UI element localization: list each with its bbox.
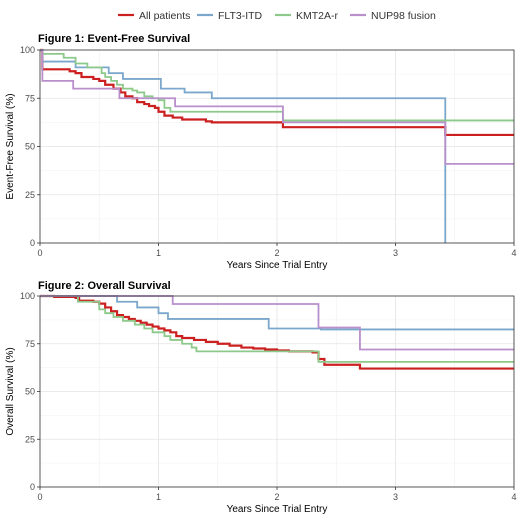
legend-label-flt3-itd: FLT3-ITD — [218, 10, 263, 22]
panel1-x-tick-label: 3 — [393, 248, 398, 258]
legend-label-kmt2a-r: KMT2A-r — [296, 10, 339, 22]
legend-label-nup98-fusion: NUP98 fusion — [371, 10, 436, 22]
panel1-y-tick-label: 50 — [25, 142, 35, 152]
panel1-series-line-nup98-fusion — [40, 49, 514, 165]
panel2-y-axis-label: Overall Survival (%) — [5, 347, 16, 435]
event-free-survival-panel: Figure 1: Event-Free Survival 0 1 2 3 4 0 25 50 7… — [5, 33, 517, 271]
panel2-y-tick-label: 75 — [25, 339, 35, 349]
panel2-y-tick-label: 100 — [20, 291, 35, 301]
panel2-y-tick-label: 0 — [30, 482, 35, 492]
panel2-title: Figure 2: Overall Survival — [38, 280, 171, 292]
legend-label-all-patients: All patients — [139, 10, 190, 22]
panel1-series-line-kmt2a-r — [40, 49, 514, 122]
panel1-x-axis-label: Years Since Trial Entry — [227, 260, 328, 271]
panel1-title: Figure 1: Event-Free Survival — [38, 33, 190, 45]
panel2-x-axis-label: Years Since Trial Entry — [227, 504, 328, 515]
panel2-x-tick-label: 0 — [37, 492, 42, 502]
panel2-series-line-kmt2a-r — [40, 295, 514, 363]
panel2-x-tick-label: 3 — [393, 492, 398, 502]
panel1-x-tick-label: 2 — [274, 248, 279, 258]
panel1-y-tick-label: 0 — [30, 238, 35, 248]
panel1-y-axis-label: Event-Free Survival (%) — [5, 93, 16, 199]
panel2-series-line-flt3-itd — [40, 295, 514, 331]
panel1-y-tick-label: 100 — [20, 45, 35, 55]
panel1-x-tick-label: 1 — [156, 248, 161, 258]
panel2-series-line-all-patients — [40, 294, 514, 370]
panel2-x-tick-label: 1 — [156, 492, 161, 502]
panel1-y-tick-label: 75 — [25, 93, 35, 103]
panel1-x-tick-label: 4 — [511, 248, 516, 258]
panel2-y-tick-label: 25 — [25, 434, 35, 444]
panel1-x-tick-label: 0 — [37, 248, 42, 258]
panel2-y-tick-label: 50 — [25, 387, 35, 397]
panel2-x-tick-label: 4 — [511, 492, 516, 502]
legend: All patients FLT3-ITD KMT2A-r NUP98 fusion — [118, 10, 436, 22]
panel1-series-line-all-patients — [40, 48, 514, 137]
panel1-y-tick-label: 25 — [25, 190, 35, 200]
overall-survival-panel: Figure 2: Overall Survival 0 1 2 3 4 0 25 50 75 10… — [5, 280, 517, 515]
panel2-x-tick-label: 2 — [274, 492, 279, 502]
